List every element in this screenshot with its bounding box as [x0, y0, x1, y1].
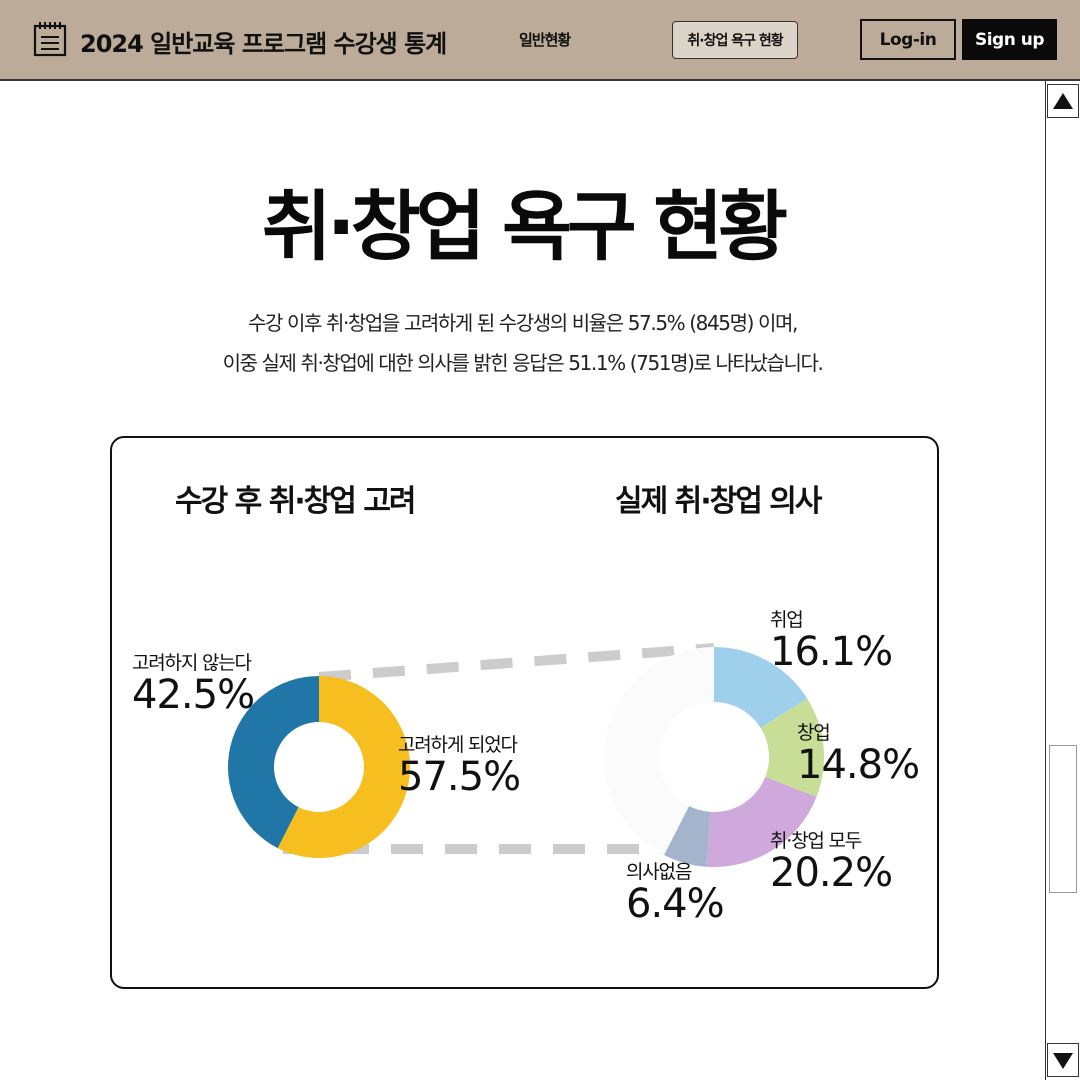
slice-intent-2	[706, 776, 817, 867]
label-not-considering-category: 고려하지 않는다	[132, 652, 252, 674]
label-both-category: 취·창업 모두	[770, 830, 862, 852]
nav-general-status[interactable]: 일반현황	[519, 31, 571, 49]
label-considering-category: 고려하게 되었다	[398, 734, 518, 756]
arrow-down-icon	[1053, 1053, 1073, 1069]
top-bar: 2024 일반교육 프로그램 수강생 통계 일반현황 취·창업 욕구 현황 Lo…	[0, 0, 1080, 81]
document-icon	[33, 22, 67, 57]
label-no-intent-category: 의사없음	[626, 861, 692, 883]
page-title: 취·창업 욕구 현황	[261, 182, 788, 271]
label-considering-value: 57.5%	[398, 754, 521, 800]
label-both-value: 20.2%	[770, 850, 893, 896]
login-button[interactable]: Log-in	[860, 19, 956, 60]
slice-consider-1	[228, 676, 319, 849]
label-startup-category: 창업	[797, 722, 831, 744]
connector-line-0	[318, 643, 715, 682]
label-employment-value: 16.1%	[770, 629, 893, 675]
label-no-intent: 의사없음 6.4%	[626, 857, 725, 927]
donut-charts	[228, 643, 824, 867]
nav-employment-demand[interactable]: 취·창업 욕구 현황	[672, 21, 798, 59]
label-startup: 창업 14.8%	[797, 718, 920, 788]
slice-intent-3	[664, 806, 711, 867]
arrow-up-icon	[1053, 93, 1073, 109]
slice-intent-0	[714, 647, 808, 728]
vertical-scrollbar[interactable]	[1045, 81, 1080, 1080]
slice-intent-1	[760, 698, 824, 797]
label-not-considering: 고려하지 않는다 42.5%	[132, 648, 255, 718]
label-no-intent-value: 6.4%	[626, 881, 725, 927]
label-employment: 취업 16.1%	[770, 605, 893, 675]
slice-consider-0	[277, 676, 410, 858]
donut-consider	[228, 676, 410, 858]
scroll-down-button[interactable]	[1047, 1043, 1079, 1077]
label-employment-category: 취업	[770, 609, 804, 631]
description-line-2: 이중 실제 취·창업에 대한 의사를 밝힌 응답은 51.1% (751명)로 …	[222, 351, 824, 375]
app-title: 2024 일반교육 프로그램 수강생 통계	[80, 30, 447, 58]
chart-title-consider: 수강 후 취·창업 고려	[175, 484, 417, 519]
label-startup-value: 14.8%	[797, 742, 920, 788]
slice-intent-remainder	[603, 647, 714, 856]
label-both: 취·창업 모두 20.2%	[770, 826, 893, 896]
donut-intent	[603, 647, 824, 867]
chart-title-intent: 실제 취·창업 의사	[615, 484, 822, 519]
signup-button[interactable]: Sign up	[962, 19, 1057, 60]
description-line-1: 수강 이후 취·창업을 고려하게 된 수강생의 비율은 57.5% (845명)…	[248, 311, 798, 335]
label-considering: 고려하게 되었다 57.5%	[398, 730, 521, 800]
scroll-thumb[interactable]	[1049, 745, 1077, 893]
label-not-considering-value: 42.5%	[132, 672, 255, 718]
scroll-up-button[interactable]	[1047, 84, 1079, 118]
